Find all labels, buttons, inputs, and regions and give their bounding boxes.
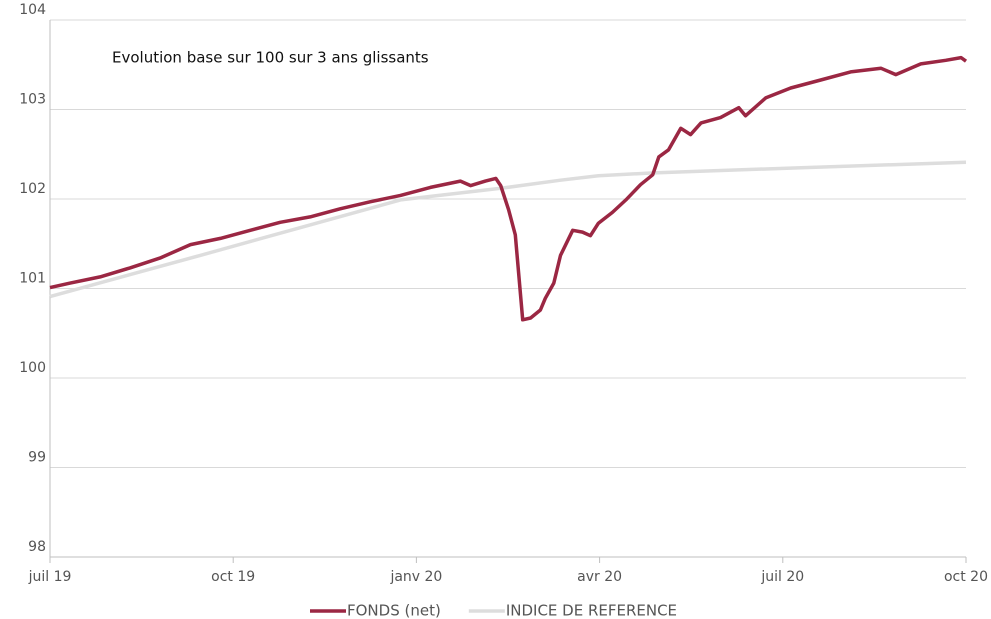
y-tick-label: 103: [19, 92, 46, 108]
x-tick-label: juil 20: [760, 569, 804, 585]
x-tick-label: avr 20: [577, 569, 622, 585]
data-line: [49, 160, 967, 299]
y-tick-label: 104: [19, 2, 46, 18]
y-tick-label: 101: [19, 271, 46, 287]
y-tick-label: 98: [28, 539, 46, 555]
x-tick-label: juil 19: [28, 569, 72, 585]
x-tick-label: janv 20: [389, 569, 442, 585]
chart-title: Evolution base sur 100 sur 3 ans glissan…: [112, 49, 429, 67]
data-line: [49, 55, 968, 322]
legend-label: FONDS (net): [347, 602, 441, 619]
x-tick-label: oct 20: [944, 569, 988, 585]
legend-label: INDICE DE REFERENCE: [506, 602, 677, 619]
y-tick-label: 99: [28, 450, 46, 466]
x-tick-label: oct 19: [211, 569, 255, 585]
y-tick-label: 100: [19, 360, 46, 376]
y-tick-label: 102: [19, 181, 46, 197]
